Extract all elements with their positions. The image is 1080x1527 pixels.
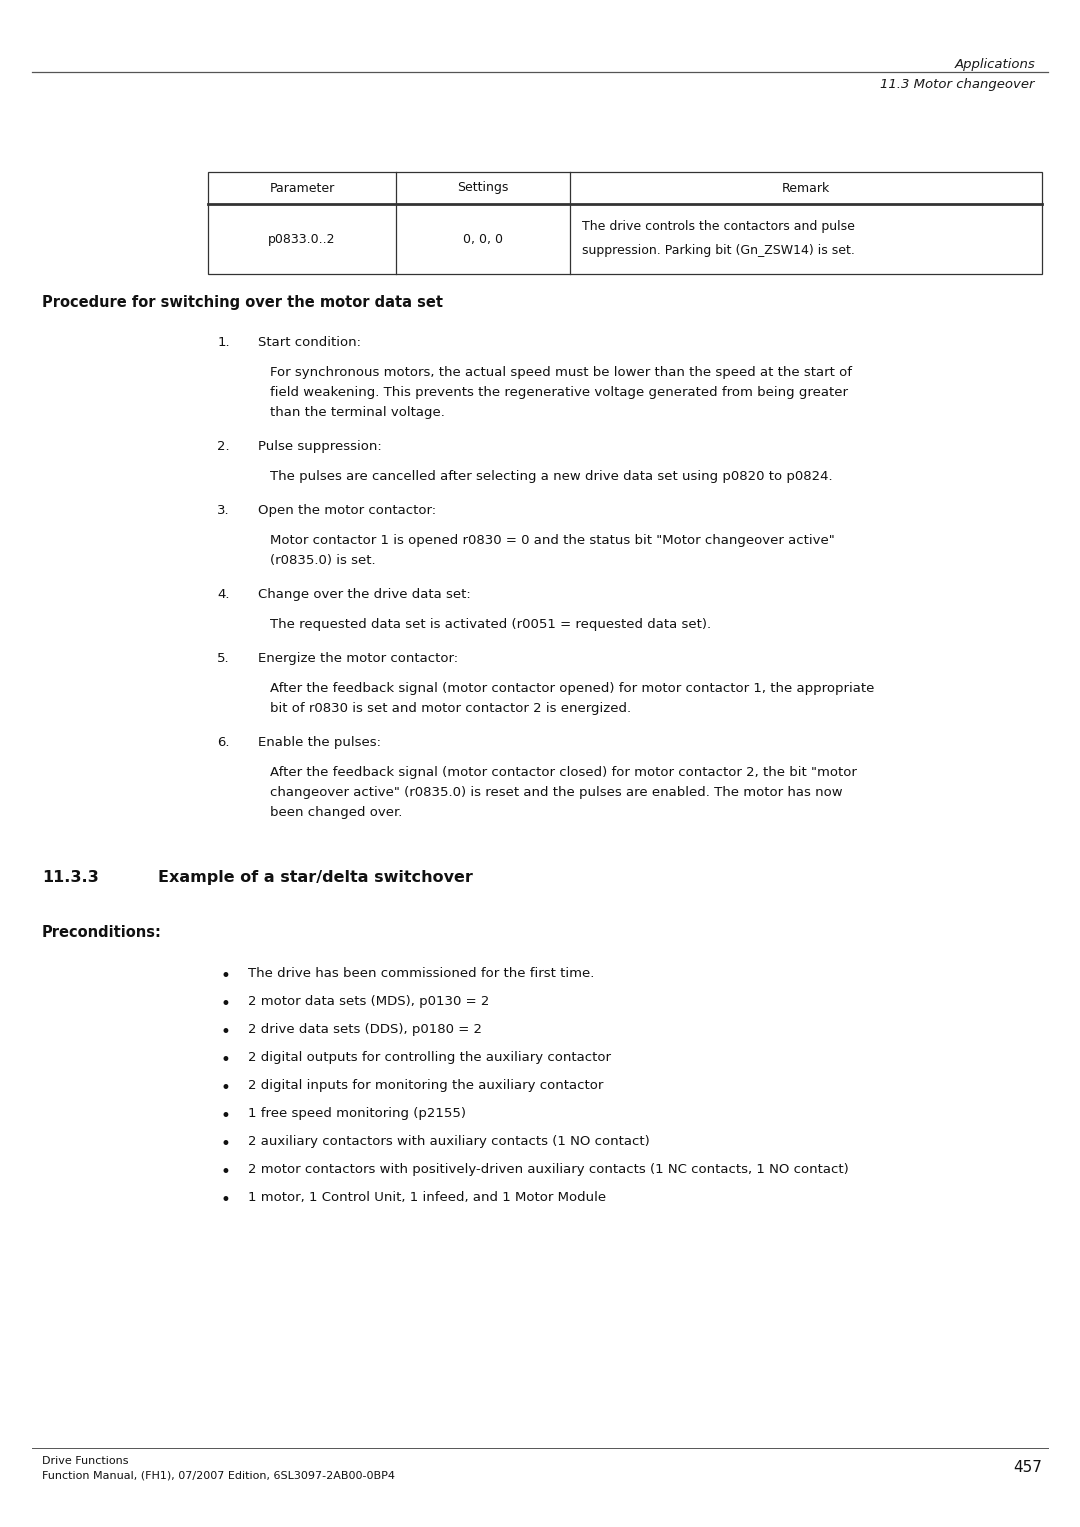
Text: •: • xyxy=(220,967,230,985)
Text: 5.: 5. xyxy=(217,652,230,664)
Text: Procedure for switching over the motor data set: Procedure for switching over the motor d… xyxy=(42,295,443,310)
Text: 11.3.3: 11.3.3 xyxy=(42,870,98,886)
Text: The drive controls the contactors and pulse: The drive controls the contactors and pu… xyxy=(582,220,855,234)
Text: After the feedback signal (motor contactor opened) for motor contactor 1, the ap: After the feedback signal (motor contact… xyxy=(270,683,875,695)
Text: suppression. Parking bit (Gn_ZSW14) is set.: suppression. Parking bit (Gn_ZSW14) is s… xyxy=(582,244,855,257)
Text: •: • xyxy=(220,1135,230,1153)
Text: 11.3 Motor changeover: 11.3 Motor changeover xyxy=(880,78,1035,92)
Text: •: • xyxy=(220,1164,230,1180)
Text: 2 digital inputs for monitoring the auxiliary contactor: 2 digital inputs for monitoring the auxi… xyxy=(248,1080,604,1092)
Text: 2 auxiliary contactors with auxiliary contacts (1 NO contact): 2 auxiliary contactors with auxiliary co… xyxy=(248,1135,650,1148)
Text: •: • xyxy=(220,996,230,1012)
Text: Energize the motor contactor:: Energize the motor contactor: xyxy=(258,652,458,664)
Text: 1 motor, 1 Control Unit, 1 infeed, and 1 Motor Module: 1 motor, 1 Control Unit, 1 infeed, and 1… xyxy=(248,1191,606,1203)
Text: field weakening. This prevents the regenerative voltage generated from being gre: field weakening. This prevents the regen… xyxy=(270,386,848,399)
Text: Start condition:: Start condition: xyxy=(258,336,361,350)
Text: •: • xyxy=(220,1080,230,1096)
Text: Example of a star/delta switchover: Example of a star/delta switchover xyxy=(158,870,473,886)
Text: 1.: 1. xyxy=(217,336,230,350)
Text: 4.: 4. xyxy=(217,588,230,602)
Text: (r0835.0) is set.: (r0835.0) is set. xyxy=(270,554,376,567)
Text: 2 motor data sets (MDS), p0130 = 2: 2 motor data sets (MDS), p0130 = 2 xyxy=(248,996,489,1008)
Text: Parameter: Parameter xyxy=(269,182,335,194)
Text: p0833.0..2: p0833.0..2 xyxy=(268,232,336,246)
Text: Settings: Settings xyxy=(457,182,509,194)
Text: 6.: 6. xyxy=(217,736,230,750)
Text: 457: 457 xyxy=(1013,1460,1042,1475)
Text: The drive has been commissioned for the first time.: The drive has been commissioned for the … xyxy=(248,967,594,980)
Text: 1 free speed monitoring (p2155): 1 free speed monitoring (p2155) xyxy=(248,1107,465,1119)
Text: been changed over.: been changed over. xyxy=(270,806,403,818)
Text: •: • xyxy=(220,1191,230,1209)
Text: Preconditions:: Preconditions: xyxy=(42,925,162,941)
Text: than the terminal voltage.: than the terminal voltage. xyxy=(270,406,445,418)
Text: After the feedback signal (motor contactor closed) for motor contactor 2, the bi: After the feedback signal (motor contact… xyxy=(270,767,856,779)
Text: The pulses are cancelled after selecting a new drive data set using p0820 to p08: The pulses are cancelled after selecting… xyxy=(270,470,833,483)
Text: Change over the drive data set:: Change over the drive data set: xyxy=(258,588,471,602)
Text: changeover active" (r0835.0) is reset and the pulses are enabled. The motor has : changeover active" (r0835.0) is reset an… xyxy=(270,786,842,799)
Text: Motor contactor 1 is opened r0830 = 0 and the status bit "Motor changeover activ: Motor contactor 1 is opened r0830 = 0 an… xyxy=(270,534,835,547)
Text: 3.: 3. xyxy=(217,504,230,518)
Text: Function Manual, (FH1), 07/2007 Edition, 6SL3097-2AB00-0BP4: Function Manual, (FH1), 07/2007 Edition,… xyxy=(42,1471,395,1480)
Text: Remark: Remark xyxy=(782,182,831,194)
Text: 2 drive data sets (DDS), p0180 = 2: 2 drive data sets (DDS), p0180 = 2 xyxy=(248,1023,482,1035)
Text: Drive Functions: Drive Functions xyxy=(42,1457,129,1466)
Text: Applications: Applications xyxy=(955,58,1035,70)
Text: 2 motor contactors with positively-driven auxiliary contacts (1 NC contacts, 1 N: 2 motor contactors with positively-drive… xyxy=(248,1164,849,1176)
Text: The requested data set is activated (r0051 = requested data set).: The requested data set is activated (r00… xyxy=(270,618,711,631)
Text: 0, 0, 0: 0, 0, 0 xyxy=(463,232,503,246)
Text: •: • xyxy=(220,1023,230,1041)
Text: •: • xyxy=(220,1107,230,1125)
Text: Enable the pulses:: Enable the pulses: xyxy=(258,736,381,750)
Text: 2 digital outputs for controlling the auxiliary contactor: 2 digital outputs for controlling the au… xyxy=(248,1051,611,1064)
Text: Open the motor contactor:: Open the motor contactor: xyxy=(258,504,436,518)
Text: For synchronous motors, the actual speed must be lower than the speed at the sta: For synchronous motors, the actual speed… xyxy=(270,366,852,379)
Bar xyxy=(208,173,1042,273)
Text: 2.: 2. xyxy=(217,440,230,454)
Text: Pulse suppression:: Pulse suppression: xyxy=(258,440,381,454)
Text: bit of r0830 is set and motor contactor 2 is energized.: bit of r0830 is set and motor contactor … xyxy=(270,702,631,715)
Text: •: • xyxy=(220,1051,230,1069)
